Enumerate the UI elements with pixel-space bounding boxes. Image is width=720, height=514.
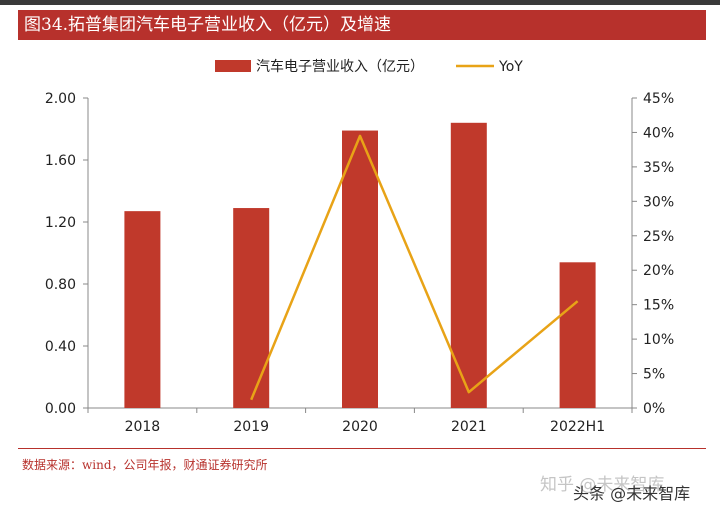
bar xyxy=(124,211,161,408)
y-left-tick-label: 1.60 xyxy=(45,153,76,169)
source-note: 数据来源：wind，公司年报，财通证券研究所 xyxy=(22,458,268,472)
y-right-tick-label: 10% xyxy=(643,332,674,348)
bar xyxy=(450,122,487,409)
y-right-tick-label: 30% xyxy=(643,194,674,210)
y-left-tick-label: 0.00 xyxy=(45,401,76,417)
top-strip xyxy=(0,0,720,5)
watermark-zhihu: 知乎 @未来智库 xyxy=(540,475,665,495)
y-left-tick-label: 0.40 xyxy=(45,339,76,355)
y-right-tick-label: 15% xyxy=(643,298,674,314)
footer-divider xyxy=(18,448,706,449)
legend-bar-swatch xyxy=(215,60,251,72)
y-right-tick-label: 20% xyxy=(643,263,674,279)
x-tick-label: 2021 xyxy=(451,419,487,435)
x-tick-label: 2020 xyxy=(342,419,378,435)
y-right-tick-label: 25% xyxy=(643,229,674,245)
y-right-tick-label: 5% xyxy=(643,367,665,383)
legend-bar-label: 汽车电子营业收入（亿元） xyxy=(256,58,424,75)
y-right-tick-label: 45% xyxy=(643,91,674,107)
x-tick-label: 2019 xyxy=(233,419,269,435)
y-right-tick-label: 35% xyxy=(643,160,674,176)
watermark-toutiao: 头条 @未来智库 xyxy=(573,484,691,503)
y-right-tick-label: 40% xyxy=(643,125,674,141)
legend-line-label: YoY xyxy=(498,59,523,75)
bar xyxy=(342,130,378,409)
y-right-tick-label: 0% xyxy=(643,401,665,417)
y-left-tick-label: 0.80 xyxy=(45,277,76,293)
x-tick-label: 2018 xyxy=(125,419,161,435)
y-left-tick-label: 1.20 xyxy=(45,215,76,231)
x-tick-label: 2022H1 xyxy=(550,419,605,435)
yoy-line xyxy=(250,134,579,401)
chart-title: 图34.拓普集团汽车电子营业收入（亿元）及增速 xyxy=(18,10,706,40)
bar xyxy=(559,262,596,408)
bar xyxy=(233,208,270,408)
y-left-tick-label: 2.00 xyxy=(45,91,76,107)
